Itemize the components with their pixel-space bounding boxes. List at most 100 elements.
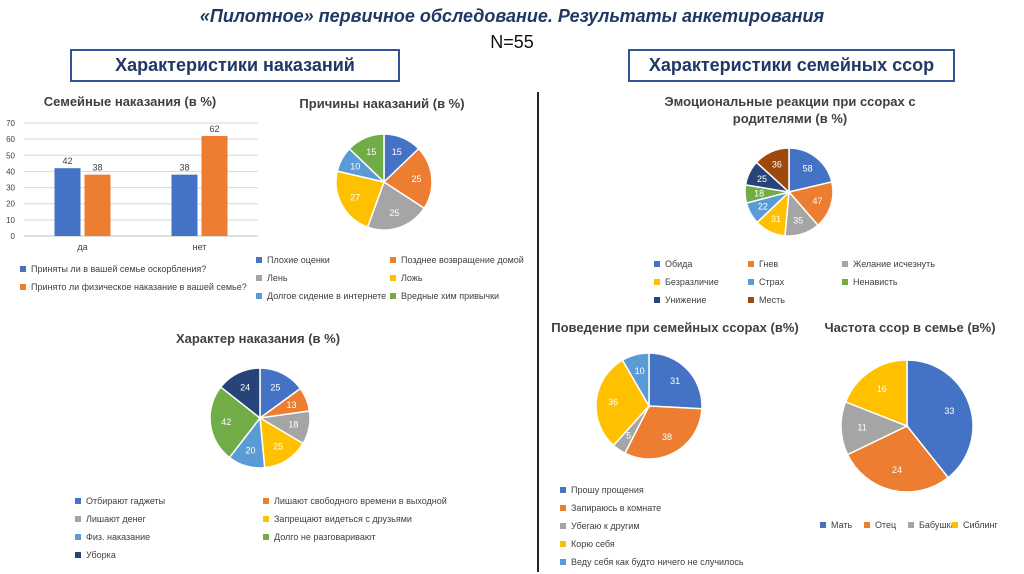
- pie-slice: [788, 147, 833, 193]
- bar: [84, 174, 111, 236]
- legend-label: Прошу прощения: [571, 485, 644, 495]
- pie-slice: [335, 170, 385, 229]
- legend-item: Унижение: [654, 295, 706, 305]
- legend-label: Отбирают гаджеты: [86, 496, 166, 506]
- legend-swatch: [560, 487, 566, 493]
- pie-slice: [787, 181, 834, 227]
- legend-swatch: [560, 541, 566, 547]
- legend-swatch: [908, 522, 914, 528]
- legend-swatch: [256, 275, 262, 281]
- legend-label: Вредные хим привычки: [401, 291, 500, 301]
- legend-item: Позднее возвращение домой: [390, 255, 524, 265]
- legend-label: Ненависть: [853, 277, 898, 287]
- y-tick-label: 60: [6, 135, 15, 144]
- legend-label: Убегаю к другим: [571, 521, 640, 531]
- behavior-chart-title: Поведение при семейных ссорах (в%): [551, 320, 799, 335]
- bar-value-label: 38: [179, 163, 189, 173]
- legend-swatch: [864, 522, 870, 528]
- legend-label: Позднее возвращение домой: [401, 255, 524, 265]
- legend-item: Отбирают гаджеты: [75, 496, 165, 506]
- legend-item: Месть: [748, 295, 785, 305]
- legend-label: Мать: [831, 520, 853, 530]
- legend-label: Ложь: [401, 273, 423, 283]
- legend-swatch: [560, 559, 566, 565]
- pie-value-label: 5: [626, 431, 631, 441]
- legend-swatch: [654, 297, 660, 303]
- legend-label: Веду себя как будто ничего не случилось: [571, 557, 744, 567]
- legend-item: Лишают свободного времени в выходной: [263, 496, 447, 506]
- legend-label: Желание исчезнуть: [853, 259, 935, 269]
- legend-swatch: [263, 498, 269, 504]
- pie-slice: [219, 367, 261, 420]
- pie-slice: [840, 400, 909, 456]
- legend-label: Страх: [759, 277, 785, 287]
- pie-slice: [382, 147, 433, 210]
- section-quarrels: Характеристики семейных ссор: [628, 49, 955, 82]
- pie-value-label: 31: [771, 214, 781, 224]
- pie-value-label: 25: [389, 208, 399, 218]
- legend-label: Долго не разговаривают: [274, 532, 376, 542]
- legend-label: Принято ли физическое наказание в вашей …: [31, 282, 247, 292]
- legend-swatch: [748, 297, 754, 303]
- bar-chart: 0 10 20 30 40 50 60 70 42 38 да 38 62 нет: [6, 119, 258, 252]
- pie-value-label: 11: [857, 423, 866, 433]
- legend-swatch: [952, 522, 958, 528]
- legend-item: Страх: [748, 277, 784, 287]
- legend-label: Корю себя: [571, 539, 615, 549]
- bar-value-label: 38: [92, 163, 102, 173]
- pie-slice: [348, 133, 385, 184]
- pie-slice: [648, 352, 703, 410]
- legend-item: Веду себя как будто ничего не случилось: [560, 557, 744, 567]
- legend-label: Плохие оценки: [267, 255, 330, 265]
- nature-pie-chart: 25 13 18 25 20 42 24: [209, 367, 311, 469]
- sample-size: N=55: [490, 32, 534, 52]
- legend-swatch: [75, 498, 81, 504]
- legend-item: Лень: [256, 273, 288, 283]
- x-tick-label: нет: [193, 242, 207, 252]
- pie-slice: [623, 405, 703, 460]
- legend-item: Ненависть: [842, 277, 898, 287]
- legend-item: Уборка: [75, 550, 116, 560]
- bar-chart-title: Семейные наказания (в %): [43, 94, 217, 109]
- pie-value-label: 18: [754, 188, 764, 198]
- pie-value-label: 15: [392, 147, 402, 157]
- legend-item: Обида: [654, 259, 692, 269]
- legend-item: Безразличие: [654, 277, 719, 287]
- pie-slice: [621, 352, 650, 409]
- legend-item: Лишают денег: [75, 514, 146, 524]
- legend-label: Уборка: [86, 550, 116, 560]
- pie-value-label: 33: [944, 406, 954, 416]
- x-tick-label: да: [77, 242, 87, 252]
- pie-slice: [209, 385, 262, 459]
- legend-item: Вредные хим привычки: [390, 291, 499, 301]
- legend-swatch: [75, 552, 81, 558]
- legend-item: Желание исчезнуть: [842, 259, 935, 269]
- legend-item: Сиблинг: [952, 520, 998, 530]
- legend-swatch: [20, 284, 26, 290]
- pie-value-label: 27: [350, 193, 360, 203]
- legend-swatch: [560, 505, 566, 511]
- legend-item: Плохие оценки: [256, 255, 330, 265]
- legend-swatch: [654, 261, 660, 267]
- pie-value-label: 25: [270, 383, 280, 393]
- legend-label: Унижение: [665, 295, 707, 305]
- pie-value-label: 18: [288, 420, 298, 430]
- bar-value-label: 42: [62, 156, 72, 166]
- pie-value-label: 10: [350, 161, 360, 171]
- legend-item: Запрещают видеться с друзьями: [263, 514, 412, 524]
- behavior-pie-chart: 31 38 5 36 10: [595, 352, 703, 460]
- legend-swatch: [748, 261, 754, 267]
- y-tick-label: 70: [6, 119, 15, 128]
- legend-label: Лень: [267, 273, 288, 283]
- legend-item: Физ. наказание: [75, 532, 150, 542]
- pie-value-label: 10: [635, 366, 645, 376]
- legend-label: Обида: [665, 259, 693, 269]
- pie-value-label: 24: [892, 465, 902, 475]
- pie-value-label: 13: [286, 400, 296, 410]
- legend-swatch: [256, 257, 262, 263]
- legend-item: Убегаю к другим: [560, 521, 640, 531]
- legend-label: Безразличие: [665, 277, 719, 287]
- section-divider: [537, 92, 539, 572]
- legend-item: Долго не разговаривают: [263, 532, 376, 542]
- y-tick-label: 20: [6, 200, 15, 209]
